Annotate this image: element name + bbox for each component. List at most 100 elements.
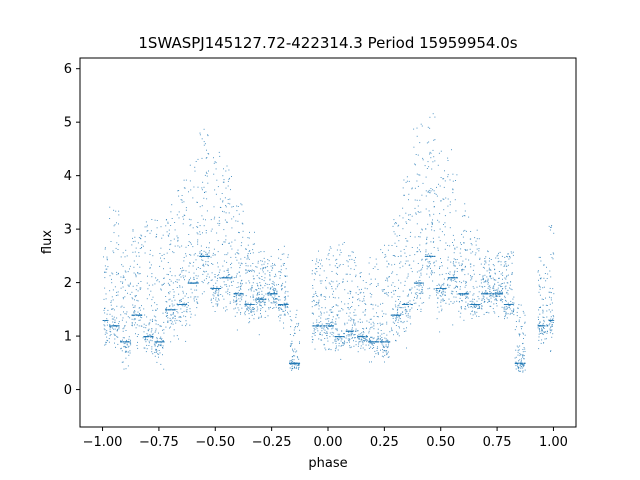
data-point [488, 260, 490, 262]
data-point [240, 312, 242, 313]
data-point [160, 257, 161, 259]
data-point [327, 323, 329, 325]
data-point [365, 336, 367, 338]
data-point [238, 294, 239, 296]
data-point [229, 278, 231, 280]
data-point [484, 286, 486, 287]
data-point [131, 314, 133, 316]
data-point [206, 255, 208, 257]
data-point [370, 278, 372, 280]
data-point [270, 287, 272, 289]
data-point [454, 270, 456, 272]
data-point [549, 320, 551, 321]
data-point [134, 296, 136, 298]
data-point [231, 281, 232, 283]
data-point [407, 304, 409, 305]
data-point [319, 333, 320, 335]
data-point [291, 359, 293, 361]
data-point [521, 358, 522, 360]
data-point [419, 282, 421, 284]
data-point [316, 328, 318, 330]
data-point [497, 254, 499, 256]
data-point [278, 309, 280, 311]
data-point [383, 289, 385, 291]
data-point [260, 305, 262, 307]
data-point [391, 284, 393, 286]
data-point [386, 277, 388, 279]
data-point [466, 291, 468, 293]
data-point [256, 297, 258, 299]
data-point [327, 328, 329, 330]
data-point [361, 332, 363, 334]
data-point [332, 293, 334, 295]
data-point [388, 276, 390, 278]
data-point [509, 256, 511, 258]
data-point [225, 239, 227, 241]
data-point [157, 324, 159, 326]
data-point [413, 260, 415, 262]
data-point [523, 312, 525, 314]
x-tick-label: 0.75 [483, 435, 512, 450]
data-point [338, 310, 340, 312]
data-point [432, 241, 434, 243]
data-point [432, 280, 434, 282]
data-point [519, 335, 520, 337]
data-point [414, 187, 416, 189]
data-point [392, 315, 394, 317]
data-point [258, 291, 260, 293]
data-point [538, 291, 540, 293]
data-point [116, 305, 118, 307]
data-point [540, 260, 542, 262]
data-point [203, 270, 205, 272]
data-point [245, 304, 246, 305]
data-point [246, 258, 248, 260]
data-point [237, 293, 239, 295]
data-point [519, 365, 521, 367]
data-point [120, 340, 122, 342]
data-point [183, 302, 185, 304]
data-point [350, 331, 352, 333]
data-point [296, 364, 298, 366]
data-point [506, 276, 507, 278]
data-point [201, 281, 203, 282]
data-point [337, 305, 339, 307]
data-point [112, 327, 113, 329]
data-point [518, 349, 520, 351]
data-point [476, 286, 478, 288]
data-point [278, 271, 280, 273]
data-point [170, 225, 172, 226]
data-point [335, 348, 337, 350]
data-point [281, 289, 283, 291]
data-point [121, 341, 123, 343]
data-point [227, 290, 229, 292]
data-point [505, 263, 507, 265]
data-point [122, 337, 124, 339]
data-point [524, 321, 526, 323]
data-point [512, 254, 514, 256]
data-point [400, 307, 402, 309]
data-point [285, 296, 286, 298]
data-point [480, 303, 482, 304]
data-point [234, 293, 236, 295]
data-point [227, 288, 229, 290]
data-point [111, 325, 113, 327]
data-point [312, 322, 314, 324]
data-point [227, 269, 229, 271]
data-point [487, 278, 489, 280]
data-point [328, 320, 330, 322]
data-point [193, 272, 195, 274]
data-point [130, 339, 131, 341]
data-point [281, 304, 283, 305]
data-point [252, 282, 254, 284]
data-point [432, 237, 434, 239]
data-point [270, 294, 272, 296]
data-point [202, 264, 204, 266]
data-point [240, 258, 242, 260]
data-point [210, 288, 212, 289]
data-point [249, 271, 251, 272]
data-point [543, 325, 545, 327]
data-point [290, 326, 292, 328]
data-point [542, 324, 544, 326]
data-point [283, 314, 285, 316]
data-point [453, 252, 455, 254]
